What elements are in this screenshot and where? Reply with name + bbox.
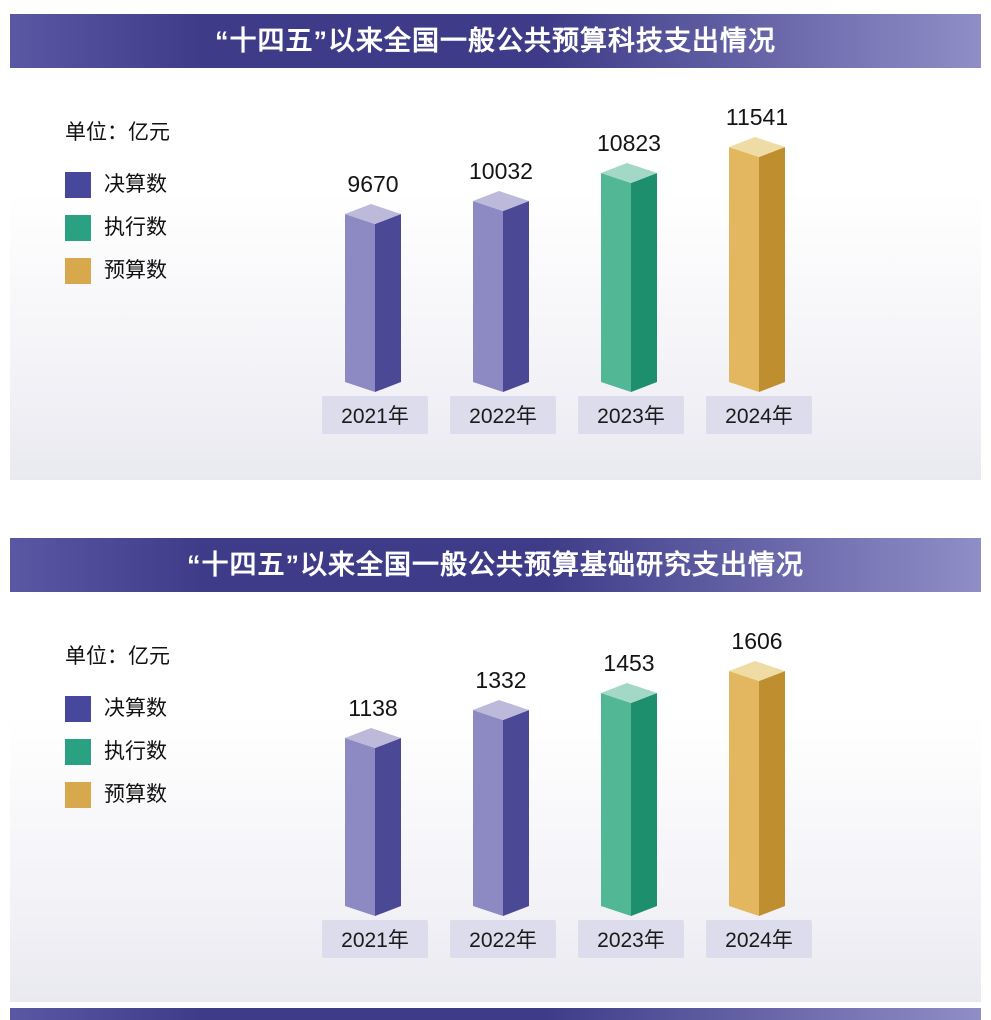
tech-panel-title: “十四五”以来全国一般公共预算科技支出情况 xyxy=(215,25,776,56)
tech-bar-chart: 9670 2021年 10032 2022年 10823 2023年 11541 2024年 xyxy=(295,94,895,444)
bar-value-label: 11541 xyxy=(726,104,788,130)
bar-chart-canvas: 1138 2021年 1332 2022年 1453 2023年 1606 2024年 xyxy=(322,628,812,958)
year-label-box xyxy=(706,396,812,434)
year-label-box xyxy=(322,920,428,958)
bar-side-face xyxy=(503,710,529,916)
bar-front-face xyxy=(345,738,375,916)
basic-research-legend: 单位：亿元 决算数 执行数 预算数 xyxy=(65,640,170,825)
execution-swatch-icon xyxy=(65,739,91,765)
bar-top-face xyxy=(473,700,529,720)
legend-item-budget: 预算数 xyxy=(65,258,170,284)
bar-value-label: 1606 xyxy=(731,628,782,654)
bar-value-label: 1453 xyxy=(603,650,654,676)
legend-item-budget: 预算数 xyxy=(65,782,170,808)
year-label: 2023年 xyxy=(597,405,665,428)
bar-front-face xyxy=(473,710,503,916)
legend-item-final-accounts: 决算数 xyxy=(65,172,170,198)
legend-label-budget: 预算数 xyxy=(104,783,167,806)
bar-side-face xyxy=(631,693,657,916)
bar-side-face xyxy=(503,201,529,392)
tech-chart-area: 单位：亿元 决算数 执行数 预算数 9670 2021年 10032 2022年 108… xyxy=(10,68,981,480)
year-label-box xyxy=(450,920,556,958)
bar-side-face xyxy=(759,147,785,392)
budget-swatch-icon xyxy=(65,782,91,808)
bar-front-face xyxy=(729,671,759,916)
basic-research-panel: “十四五”以来全国一般公共预算基础研究支出情况 单位：亿元 决算数 执行数 预算… xyxy=(10,538,981,1002)
year-label-box xyxy=(706,920,812,958)
bar-top-face xyxy=(345,204,401,224)
year-label: 2024年 xyxy=(725,405,793,428)
legend-label-execution: 执行数 xyxy=(104,740,167,763)
bar-front-face xyxy=(473,201,503,392)
tech-chart-legend: 单位：亿元 决算数 执行数 预算数 xyxy=(65,116,170,301)
bar-side-face xyxy=(375,738,401,916)
partial-next-title-bar xyxy=(10,1008,981,1020)
legend-item-final-accounts: 决算数 xyxy=(65,696,170,722)
basic-research-title: “十四五”以来全国一般公共预算基础研究支出情况 xyxy=(187,549,804,580)
bar-value-label: 9670 xyxy=(347,171,398,197)
unit-label: 单位：亿元 xyxy=(65,645,170,668)
bar-side-face xyxy=(759,671,785,916)
legend-label-budget: 预算数 xyxy=(104,259,167,282)
unit-label: 单位：亿元 xyxy=(65,121,170,144)
bar-value-label: 1332 xyxy=(475,667,526,693)
year-label: 2023年 xyxy=(597,929,665,952)
bar-value-label: 1138 xyxy=(348,695,397,721)
legend-label-final-accounts: 决算数 xyxy=(104,173,167,196)
final-accounts-swatch-icon xyxy=(65,172,91,198)
year-label: 2021年 xyxy=(341,929,409,952)
year-label-box xyxy=(322,396,428,434)
year-label: 2022年 xyxy=(469,929,537,952)
execution-swatch-icon xyxy=(65,215,91,241)
year-label: 2021年 xyxy=(341,405,409,428)
bar-value-label: 10032 xyxy=(469,158,533,184)
year-label: 2022年 xyxy=(469,405,537,428)
year-label-box xyxy=(450,396,556,434)
tech-panel-title-bar: “十四五”以来全国一般公共预算科技支出情况 xyxy=(10,14,981,68)
year-label: 2024年 xyxy=(725,929,793,952)
bar-top-face xyxy=(345,728,401,748)
year-label-box xyxy=(578,920,684,958)
bar-side-face xyxy=(375,214,401,392)
bar-front-face xyxy=(601,693,631,916)
bar-top-face xyxy=(729,661,785,681)
bar-top-face xyxy=(601,683,657,703)
basic-research-title-bar: “十四五”以来全国一般公共预算基础研究支出情况 xyxy=(10,538,981,592)
bar-side-face xyxy=(631,173,657,392)
bar-front-face xyxy=(345,214,375,392)
bar-front-face xyxy=(601,173,631,392)
bar-top-face xyxy=(729,137,785,157)
tech-spending-panel: “十四五”以来全国一般公共预算科技支出情况 单位：亿元 决算数 执行数 预算数 … xyxy=(10,14,981,480)
legend-label-execution: 执行数 xyxy=(104,216,167,239)
bar-value-label: 10823 xyxy=(597,130,661,156)
legend-item-execution: 执行数 xyxy=(65,739,170,765)
legend-item-execution: 执行数 xyxy=(65,215,170,241)
basic-research-bar-chart: 1138 2021年 1332 2022年 1453 2023年 1606 2024年 xyxy=(295,618,895,968)
legend-label-final-accounts: 决算数 xyxy=(104,697,167,720)
bar-chart-canvas: 9670 2021年 10032 2022年 10823 2023年 11541 2024年 xyxy=(322,104,812,434)
budget-swatch-icon xyxy=(65,258,91,284)
final-accounts-swatch-icon xyxy=(65,696,91,722)
bar-front-face xyxy=(729,147,759,392)
year-label-box xyxy=(578,396,684,434)
bar-top-face xyxy=(601,163,657,183)
basic-research-chart-area: 单位：亿元 决算数 执行数 预算数 1138 2021年 1332 2022年 1453… xyxy=(10,592,981,1002)
bar-top-face xyxy=(473,191,529,211)
